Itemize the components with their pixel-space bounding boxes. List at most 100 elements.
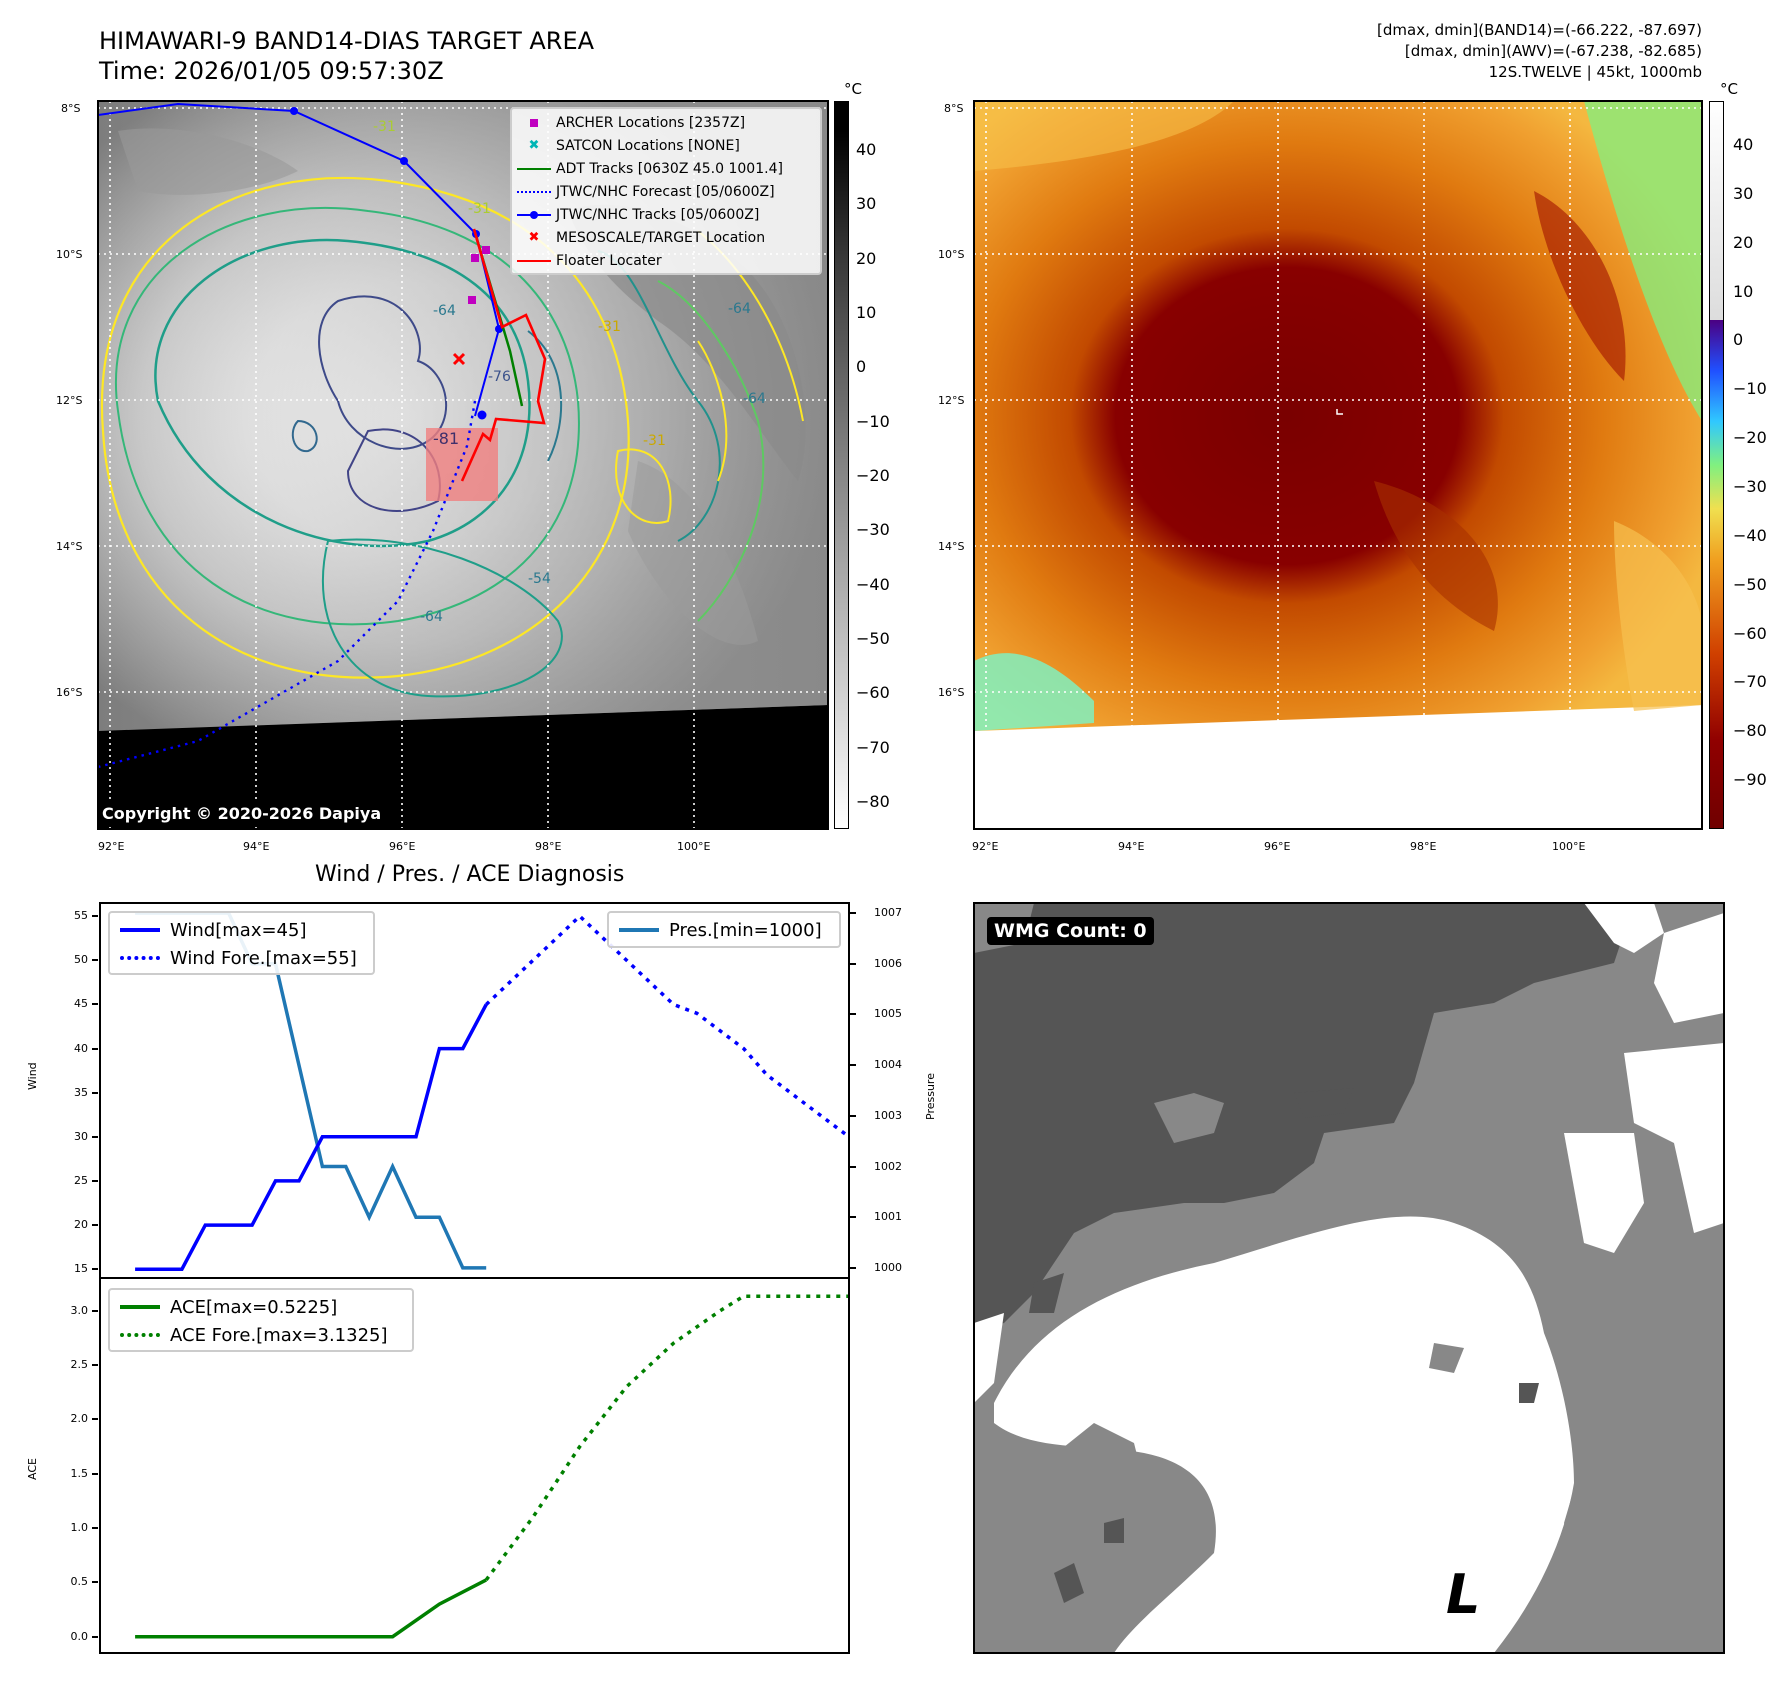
- y-tick-mark: [92, 1418, 98, 1421]
- legend-item-target: ✖ MESOSCALE/TARGET Location: [512, 226, 820, 249]
- series-line-ace-fore-: [484, 1294, 849, 1581]
- y-tick-label: 1007: [874, 906, 902, 920]
- y-tick-mark: [92, 1003, 98, 1006]
- colorbar-tick: 40: [856, 139, 877, 159]
- lon-tick: 96°E: [389, 840, 416, 853]
- colorbar-tick: 10: [856, 302, 877, 322]
- band14-map: -31 -31 -31 -31 -64 -64 -64 -64 -76 -81 …: [98, 101, 828, 829]
- lat-tick: 8°S: [61, 102, 81, 115]
- legend-item-forecast: JTWC/NHC Forecast [05/0600Z]: [512, 180, 820, 203]
- y-tick-mark: [850, 1013, 856, 1016]
- y-tick-label: 55: [74, 909, 88, 923]
- y-tick-mark: [92, 915, 98, 918]
- colorbar-tick: −40: [856, 574, 890, 594]
- diagnosis-title: Wind / Pres. / ACE Diagnosis: [315, 862, 625, 887]
- solid-line-icon: [517, 259, 551, 262]
- colorbar-tick: −20: [1733, 428, 1767, 448]
- legend-label: SATCON Locations [NONE]: [556, 137, 740, 154]
- y-tick-label: 15: [74, 1262, 88, 1276]
- colorbar-tick: −70: [856, 737, 890, 757]
- y-tick-mark: [92, 1047, 98, 1050]
- ace-chart: [135, 1294, 850, 1639]
- legend-item-archer: ARCHER Locations [2357Z]: [512, 111, 820, 134]
- lon-tick: 96°E: [1264, 840, 1291, 853]
- colorbar-tick: −10: [1733, 379, 1767, 399]
- lon-tick: 92°E: [972, 840, 999, 853]
- colorbar-tick: −60: [856, 683, 890, 703]
- contour-label: -31: [373, 119, 396, 135]
- y-tick-label: 50: [74, 953, 88, 967]
- awv-imagery: [974, 101, 1702, 829]
- legend-label: Wind Fore.[max=55]: [170, 947, 357, 969]
- ace-chart-frame: [99, 1277, 850, 1654]
- colorbar-unit: °C: [844, 80, 862, 98]
- y-tick-mark: [850, 1216, 856, 1219]
- y-tick-mark: [850, 962, 856, 965]
- y-tick-label: 1005: [874, 1007, 902, 1021]
- wmg-count-badge: WMG Count: 0: [987, 917, 1154, 945]
- colorbar-tick: 10: [1733, 281, 1754, 301]
- y-tick-mark: [92, 1268, 98, 1271]
- legend-item-wind: Wind[max=45]: [110, 916, 373, 944]
- map-legend: ARCHER Locations [2357Z] ✖ SATCON Locati…: [510, 107, 822, 275]
- y-tick-label: 20: [74, 1218, 88, 1232]
- stats-band14: [dmax, dmin](BAND14)=(-66.222, -87.697): [1377, 21, 1702, 39]
- solid-line-icon: [120, 1305, 160, 1309]
- colorbar-tick: −30: [1733, 476, 1767, 496]
- legend-label: ADT Tracks [0630Z 45.0 1001.4]: [556, 160, 783, 177]
- solid-line-icon: [120, 928, 160, 932]
- pressure-legend: Pres.[min=1000]: [607, 911, 841, 948]
- lat-tick: 16°S: [56, 686, 83, 699]
- y-tick-label: 35: [74, 1085, 88, 1099]
- lat-tick: 10°S: [938, 248, 965, 261]
- colorbar-tick: 20: [1733, 232, 1754, 252]
- y-tick-mark: [92, 1581, 98, 1584]
- stats-awv: [dmax, dmin](AWV)=(-67.238, -82.685): [1404, 42, 1702, 60]
- y-tick-mark: [92, 1363, 98, 1366]
- wmg-panel-frame: [973, 902, 1725, 1654]
- lat-tick: 8°S: [944, 102, 964, 115]
- lon-tick: 98°E: [535, 840, 562, 853]
- y-tick-mark: [92, 1091, 98, 1094]
- lon-tick: 94°E: [243, 840, 270, 853]
- y-tick-mark: [92, 1224, 98, 1227]
- y-tick-mark: [92, 959, 98, 962]
- lon-tick: 94°E: [1118, 840, 1145, 853]
- y-tick-mark: [850, 912, 856, 915]
- y-tick-label: 1002: [874, 1159, 902, 1173]
- legend-label: JTWC/NHC Tracks [05/0600Z]: [556, 206, 760, 223]
- colorbar-unit: °C: [1720, 80, 1738, 98]
- y-tick-label: 25: [74, 1173, 88, 1187]
- y-tick-mark: [92, 1472, 98, 1475]
- legend-label: Wind[max=45]: [170, 919, 307, 941]
- y-tick-label: 2.5: [70, 1357, 89, 1371]
- lat-tick: 12°S: [938, 394, 965, 407]
- colorbar-tick: −90: [1733, 770, 1767, 790]
- y-tick-mark: [92, 1179, 98, 1182]
- lat-tick: 12°S: [56, 394, 83, 407]
- figure-title: HIMAWARI-9 BAND14-DIAS TARGET AREA: [99, 27, 595, 55]
- legend-item-wind-forecast: Wind Fore.[max=55]: [110, 944, 373, 972]
- colorbar-tick: −70: [1733, 672, 1767, 692]
- awv-map-frame: [973, 100, 1703, 830]
- colorbar-tick: −50: [856, 628, 890, 648]
- legend-item-floater: Floater Locater: [512, 249, 820, 272]
- legend-label: ARCHER Locations [2357Z]: [556, 114, 746, 131]
- legend-label: ACE Fore.[max=3.1325]: [170, 1324, 388, 1346]
- storm-info: 12S.TWELVE | 45kt, 1000mb: [1488, 63, 1702, 81]
- y-tick-mark: [92, 1309, 98, 1312]
- y-tick-label: 1006: [874, 956, 902, 970]
- pressure-axis-label: Pressure: [924, 1073, 937, 1120]
- y-tick-label: 1001: [874, 1210, 902, 1224]
- legend-label: Floater Locater: [556, 252, 662, 269]
- band14-colorbar: [834, 101, 849, 829]
- line-dot-icon: [517, 210, 551, 219]
- colorbar-tick: −40: [1733, 525, 1767, 545]
- wmg-panel: WMG Count: 0 L: [974, 903, 1724, 1653]
- contour-label: -54: [528, 571, 551, 587]
- contour-label: -64: [728, 301, 751, 317]
- y-tick-label: 30: [74, 1129, 88, 1143]
- ace-legend: ACE[max=0.5225] ACE Fore.[max=3.1325]: [108, 1288, 414, 1352]
- y-tick-mark: [92, 1135, 98, 1138]
- awv-map: [974, 101, 1702, 829]
